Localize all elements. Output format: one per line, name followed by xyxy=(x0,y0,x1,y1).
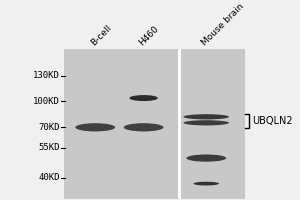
Text: UBQLN2: UBQLN2 xyxy=(252,116,292,126)
Text: 100KD: 100KD xyxy=(33,97,60,106)
Text: 40KD: 40KD xyxy=(38,173,60,182)
Ellipse shape xyxy=(186,154,226,162)
Text: H460: H460 xyxy=(137,24,160,47)
Text: B-cell: B-cell xyxy=(89,23,113,47)
Text: 70KD: 70KD xyxy=(38,123,60,132)
Text: 130KD: 130KD xyxy=(33,71,60,80)
Ellipse shape xyxy=(75,123,115,131)
Ellipse shape xyxy=(194,182,219,185)
Ellipse shape xyxy=(129,95,158,101)
Bar xyxy=(64,49,244,199)
Ellipse shape xyxy=(184,120,229,125)
Ellipse shape xyxy=(184,114,229,119)
Text: 55KD: 55KD xyxy=(38,143,60,152)
Ellipse shape xyxy=(124,123,164,131)
Text: Mouse brain: Mouse brain xyxy=(200,1,245,47)
